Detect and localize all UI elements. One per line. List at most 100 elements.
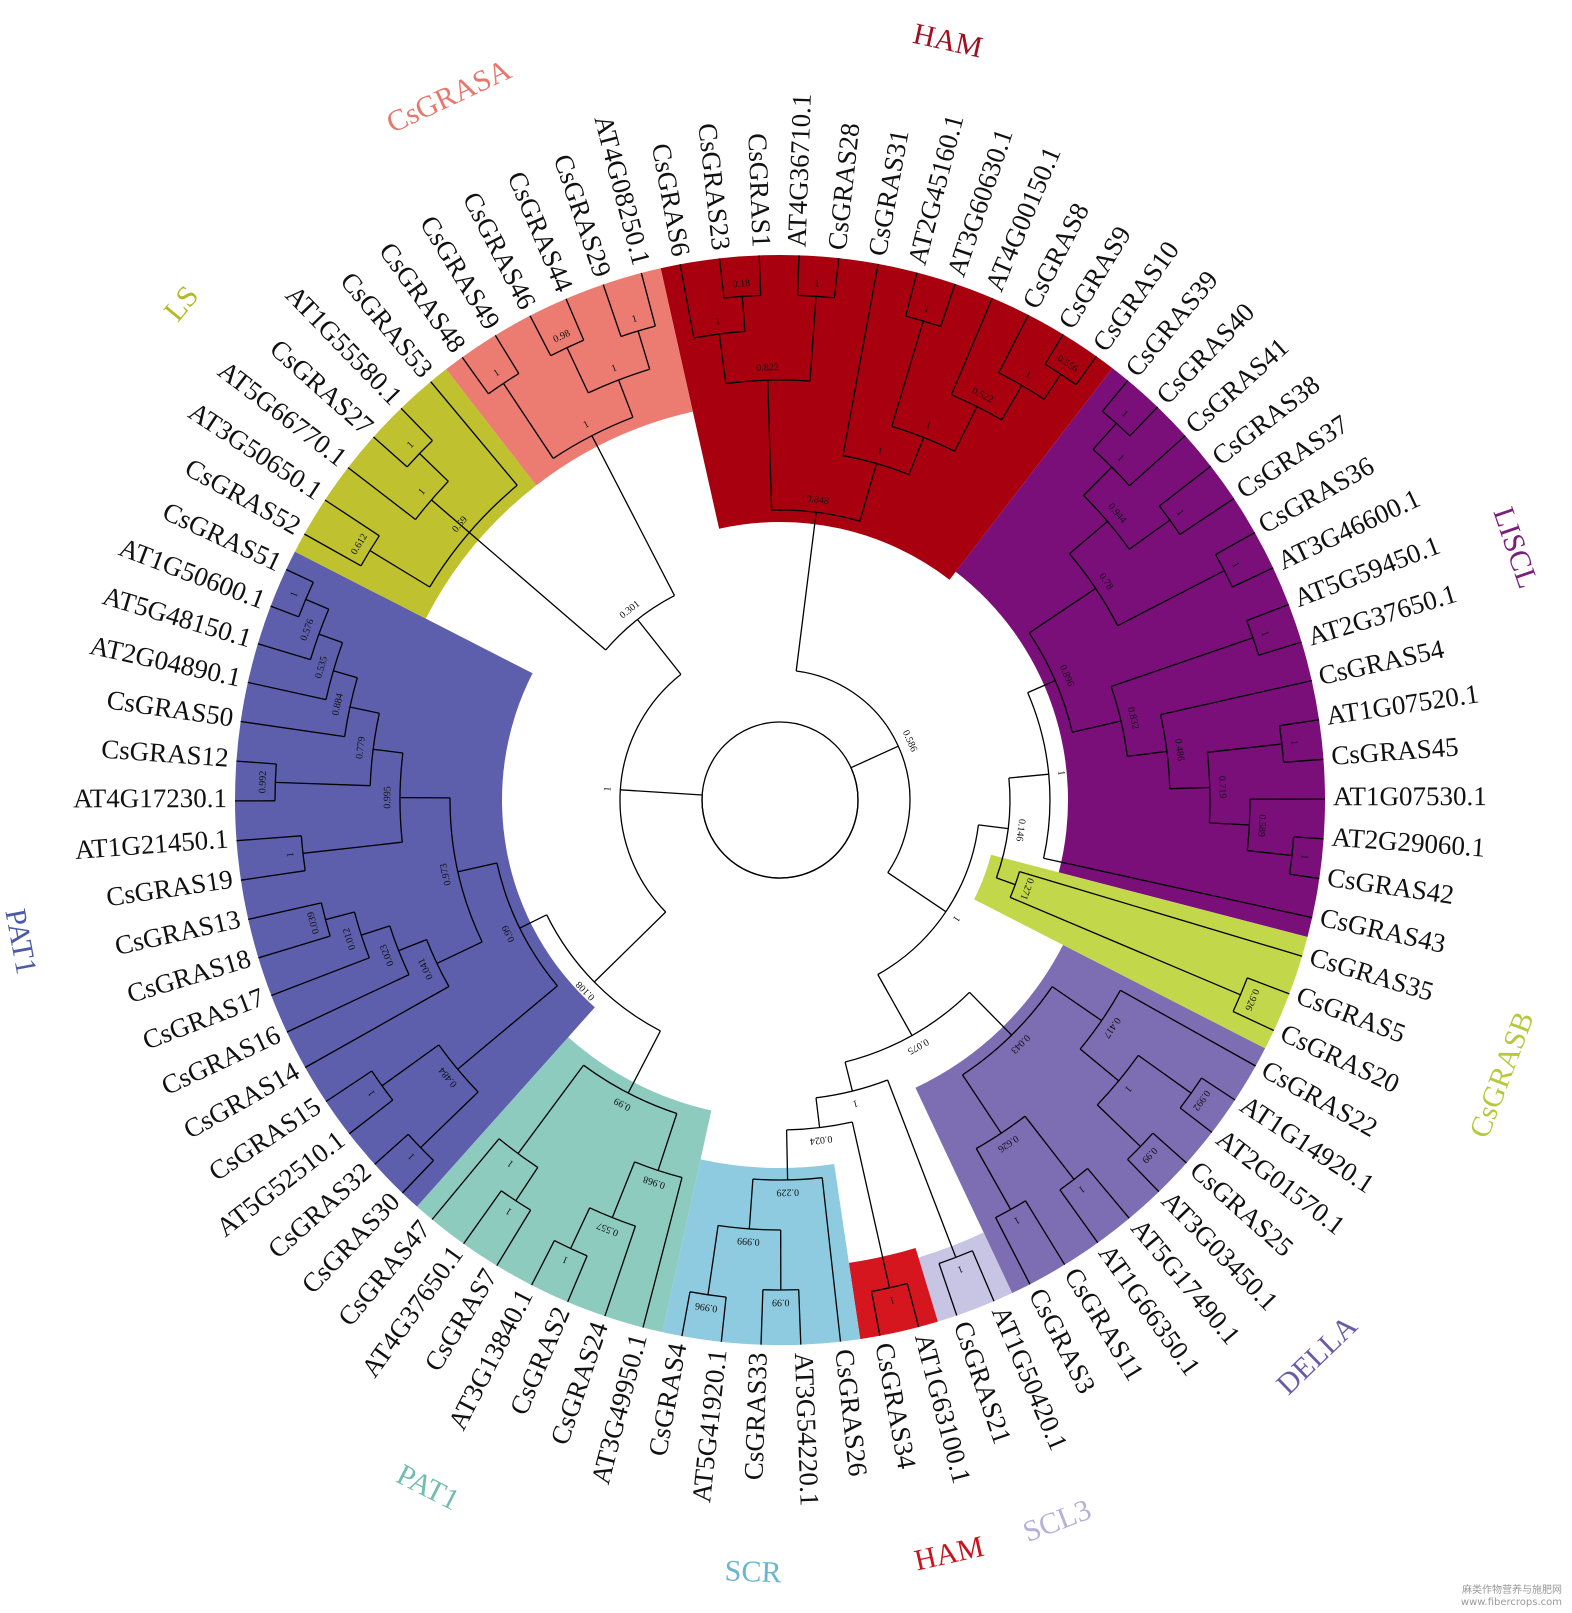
support-value-61: 1 xyxy=(285,852,296,858)
branch-arc-123 xyxy=(1159,714,1171,789)
branch-radial-20 xyxy=(842,263,879,456)
branch-radial-207 xyxy=(236,760,277,765)
support-value-37: 0.589 xyxy=(1255,814,1267,837)
branch-radial-13 xyxy=(758,255,762,296)
branch-radial-39 xyxy=(877,974,913,1036)
branch-radial-17 xyxy=(833,258,840,298)
branch-radial-118 xyxy=(1110,637,1254,688)
branch-radial-60 xyxy=(1087,1168,1130,1219)
branch-radial-66 xyxy=(844,1061,854,1092)
branch-radial-160 xyxy=(567,1255,588,1303)
support-value-10: 0.848 xyxy=(806,493,830,507)
branch-radial-71 xyxy=(938,1263,958,1316)
support-value-3: 0.822 xyxy=(756,362,779,374)
branch-radial-169 xyxy=(519,914,547,929)
branch-arc-100 xyxy=(1083,495,1130,550)
support-value-62: 0.992 xyxy=(257,771,269,794)
support-value-35: 1 xyxy=(1288,739,1299,745)
branch-radial-93 xyxy=(1008,773,1049,779)
watermark-line-1: 麻类作物营养与施肥网 xyxy=(1462,1585,1562,1596)
branch-radial-70 xyxy=(971,1250,995,1302)
support-value-4: 1 xyxy=(923,303,931,315)
clade-sector-csgrasa xyxy=(446,268,693,486)
branch-arc-42 xyxy=(962,986,1053,1076)
leaf-label: CsGRAS23 xyxy=(692,122,736,252)
branch-radial-86 xyxy=(760,1289,764,1345)
clade-sector-liscl xyxy=(955,368,1325,937)
branch-arc-147 xyxy=(619,673,682,913)
support-value-81: 0.301 xyxy=(618,599,642,622)
leaf-label: CsGRAS42 xyxy=(1325,862,1456,910)
branch-radial-208 xyxy=(349,706,380,714)
tree-branches xyxy=(234,255,1326,1345)
branch-radial-228 xyxy=(324,499,380,537)
branch-arc-22 xyxy=(891,425,955,452)
branch-radial-103 xyxy=(1092,422,1117,450)
branch-radial-65 xyxy=(995,1217,1031,1285)
support-value-80: 1 xyxy=(582,419,591,431)
branch-radial-81 xyxy=(748,1178,754,1229)
clade-sector-pat1 xyxy=(235,551,595,1207)
branch-arc-197 xyxy=(399,752,404,843)
support-value-66: 0.884 xyxy=(330,692,346,716)
support-value-38: 0.719 xyxy=(1216,776,1228,799)
branch-radial-36 xyxy=(1075,355,1097,386)
branch-arc-69 xyxy=(938,1250,973,1265)
branch-arc-40 xyxy=(844,991,970,1063)
branch-radial-210 xyxy=(240,720,345,738)
branch-radial-201 xyxy=(236,835,302,842)
branch-radial-62 xyxy=(975,1148,1012,1210)
branch-radial-110 xyxy=(1159,465,1212,507)
branch-radial-127 xyxy=(1207,743,1282,753)
branch-radial-90 xyxy=(681,1291,691,1337)
support-value-34: 1 xyxy=(1258,630,1270,638)
branch-radial-183 xyxy=(436,941,483,964)
branch-radial-164 xyxy=(515,1167,539,1202)
branch-radial-167 xyxy=(463,1190,502,1245)
branch-radial-68 xyxy=(886,1079,957,1258)
branch-radial-185 xyxy=(304,985,450,1069)
branch-arc-67 xyxy=(815,1079,888,1099)
branch-radial-161 xyxy=(531,1240,555,1286)
leaf-label: AT1G07520.1 xyxy=(1324,678,1480,730)
branch-radial-10 xyxy=(741,296,746,332)
support-value-74: 1 xyxy=(416,486,428,497)
branch-radial-111 xyxy=(1179,497,1235,536)
support-value-45: 0.146 xyxy=(1013,818,1027,842)
branch-radial-194 xyxy=(258,935,331,959)
branch-radial-101 xyxy=(1083,466,1113,496)
clade-sectors xyxy=(235,254,1325,1345)
watermark-line-2: www.fibercrops.com xyxy=(1460,1597,1562,1608)
support-value-54: 1 xyxy=(406,1151,417,1162)
branch-radial-35 xyxy=(1044,333,1064,365)
branch-radial-26 xyxy=(940,283,956,327)
branch-radial-173 xyxy=(420,1091,479,1149)
branch-radial-50 xyxy=(1201,1077,1236,1101)
branch-arc-102 xyxy=(1092,448,1130,487)
branch-arc-190 xyxy=(353,911,370,959)
branch-radial-3 xyxy=(795,512,817,672)
branch-radial-234 xyxy=(373,436,408,468)
support-value-76: 1 xyxy=(492,367,502,379)
support-value-9: 1 xyxy=(876,446,884,458)
leaf-label: CsGRAS28 xyxy=(822,121,866,251)
support-value-67: 0.779 xyxy=(354,736,368,760)
support-value-82: 1 xyxy=(602,786,613,792)
branch-radial-33 xyxy=(1043,373,1062,400)
branch-radial-157 xyxy=(604,1225,637,1317)
branch-arc-174 xyxy=(407,1133,434,1161)
branch-arc-19 xyxy=(842,455,910,476)
branch-radial-241 xyxy=(461,356,489,395)
branch-radial-58 xyxy=(1024,1115,1075,1180)
leaf-label: AT3G54220.1 xyxy=(789,1352,825,1507)
branch-radial-89 xyxy=(720,1297,727,1342)
clade-label-ham2: HAM xyxy=(911,1530,987,1578)
support-value-20: 1 xyxy=(888,1294,895,1306)
leaf-label: CsGRAS12 xyxy=(100,734,229,773)
support-value-42: 1 xyxy=(1055,770,1066,776)
branch-radial-21 xyxy=(908,437,925,475)
support-value-21: 0.99 xyxy=(772,1297,790,1308)
branch-radial-120 xyxy=(1246,603,1289,622)
branch-arc-187 xyxy=(389,925,410,975)
